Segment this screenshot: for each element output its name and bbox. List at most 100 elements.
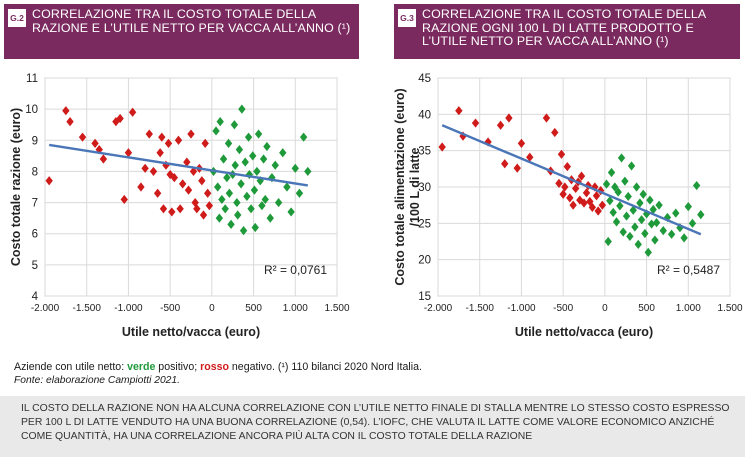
chart-0-point-green <box>237 179 245 189</box>
chart-0-point-green <box>299 132 308 142</box>
chart-1-point-red <box>580 198 588 208</box>
chart-1-point-green <box>612 217 621 227</box>
chart-1-ytick-label: 35 <box>418 146 431 158</box>
chart-0-ytick-label: 5 <box>32 260 38 272</box>
chart-1-point-green <box>652 218 661 228</box>
chart-0-point-red <box>170 173 178 183</box>
chart-0-point-red <box>128 107 137 117</box>
chart-1-xtick-label: -1.500 <box>466 303 495 314</box>
chart-1-ytick-label: 45 <box>418 73 431 85</box>
chart-1-point-red <box>542 113 551 123</box>
chart-0-point-green <box>230 120 239 130</box>
chart-0-point-red <box>183 157 191 167</box>
chart-0-xtick-label: -2.000 <box>31 303 60 314</box>
chart-0-point-red <box>178 179 187 189</box>
chart-0-point-red <box>158 132 166 142</box>
legend-mid: positivo; <box>155 361 201 373</box>
chart-0-point-red <box>95 145 103 155</box>
chart-1-point-red <box>592 191 601 201</box>
chart-0-point-red <box>112 117 120 127</box>
chart-1-xtick-label: 1.500 <box>717 303 742 314</box>
chart-1-point-green <box>646 195 654 205</box>
chart-0-point-green <box>214 182 222 192</box>
chart-0-point-red <box>99 154 108 164</box>
chart-0-xtick-label: 0 <box>209 303 215 314</box>
chart-0-ytick-label: 4 <box>32 291 39 303</box>
chart-1-point-green <box>644 247 652 257</box>
chart-0-point-red <box>156 148 164 158</box>
chart-0-point-green <box>215 213 224 223</box>
chart-0-point-red <box>153 188 162 198</box>
legend-prefix: Aziende con utile netto: <box>14 361 128 373</box>
chart-1-point-green <box>647 219 656 229</box>
chart-0-xtick-label: 1.000 <box>283 303 308 314</box>
chart-1-point-red <box>471 118 480 128</box>
chart-1-point-green <box>624 191 632 202</box>
chart-1-point-green <box>692 180 701 191</box>
chart-0-point-red <box>184 185 193 195</box>
caption-box: Il costo della razione non ha alcuna cor… <box>0 396 745 457</box>
chart-0-point-red <box>137 182 145 192</box>
chart-0-point-green <box>259 154 268 164</box>
chart-g2-header: G.2 Correlazione tra il costo totale del… <box>4 4 359 59</box>
chart-0-point-green <box>224 138 233 148</box>
chart-0-point-green <box>283 182 291 192</box>
source-note: Fonte: elaborazione Campiotti 2021. <box>14 375 180 386</box>
chart-0-point-green <box>221 204 229 214</box>
chart-0-xtick-label: -1.500 <box>73 303 102 314</box>
chart-0-point-green <box>219 154 228 164</box>
chart-0-point-red <box>91 138 99 148</box>
chart-0-point-green <box>279 148 287 158</box>
chart-0-point-green <box>227 219 235 229</box>
chart-0-point-green <box>231 160 239 170</box>
chart-1-point-green <box>621 176 629 186</box>
chart-0-point-red <box>204 188 212 198</box>
chart-0-point-green <box>244 132 253 142</box>
chart-g3: 15 20 25 30 35 40 45 -2.000 -1.500 -1.000 -500 0 500… <box>393 73 743 339</box>
chart-0-point-green <box>287 207 295 217</box>
chart-1-r2-annotation: R² = 0,5487 <box>657 263 720 277</box>
chart-0-point-green <box>261 194 269 205</box>
chart-0-point-red <box>205 201 214 211</box>
chart-0-point-green <box>258 201 266 211</box>
chart-1-ytick-label: 25 <box>418 218 431 230</box>
chart-1-point-green <box>619 227 627 237</box>
chart-0-ytick-label: 8 <box>32 166 38 178</box>
chart-0-point-red <box>193 204 201 214</box>
chart-1-trendline <box>441 124 702 236</box>
chart-0-point-green <box>263 141 271 152</box>
chart-1-point-green <box>622 211 631 221</box>
chart-1-point-red <box>501 159 509 169</box>
chart-g3-badge: G.3 <box>398 9 416 27</box>
chart-0-point-green <box>223 173 231 183</box>
chart-0-point-red <box>201 138 209 148</box>
chart-0-point-green <box>250 185 259 195</box>
chart-0-ytick-label: 7 <box>32 198 38 210</box>
chart-1-y-axis-title: Costo totale alimentazione (euro)/100 L … <box>393 88 422 285</box>
chart-0-xtick-label: 500 <box>245 303 262 314</box>
chart-1-point-green <box>616 201 624 211</box>
chart-0-point-red <box>174 135 183 145</box>
chart-1-point-red <box>566 193 574 203</box>
chart-0-point-green <box>247 204 255 214</box>
chart-1-point-red <box>569 200 577 210</box>
chart-1-ytick-label: 20 <box>418 255 431 267</box>
chart-0-point-green <box>225 188 234 198</box>
chart-1-ytick-label: 40 <box>418 109 431 121</box>
chart-1-point-green <box>626 231 634 242</box>
chart-0-point-red <box>78 132 87 142</box>
chart-1-xtick-label: 1.000 <box>676 303 701 314</box>
chart-1-point-green <box>651 235 659 245</box>
chart-0-point-green <box>233 197 241 208</box>
chart-1-xtick-label: -500 <box>553 303 573 314</box>
chart-1-point-green <box>655 200 663 210</box>
chart-0-point-green <box>243 191 251 201</box>
chart-0-point-green <box>266 213 274 223</box>
chart-0-point-red <box>45 176 53 186</box>
chart-0-ytick-label: 6 <box>32 229 38 241</box>
chart-0-point-green <box>234 210 242 220</box>
chart-1-xtick-label: -2.000 <box>424 303 453 314</box>
chart-0-ytick-label: 10 <box>25 104 38 116</box>
chart-0-point-red <box>66 117 74 127</box>
chart-1-point-green <box>614 187 622 197</box>
